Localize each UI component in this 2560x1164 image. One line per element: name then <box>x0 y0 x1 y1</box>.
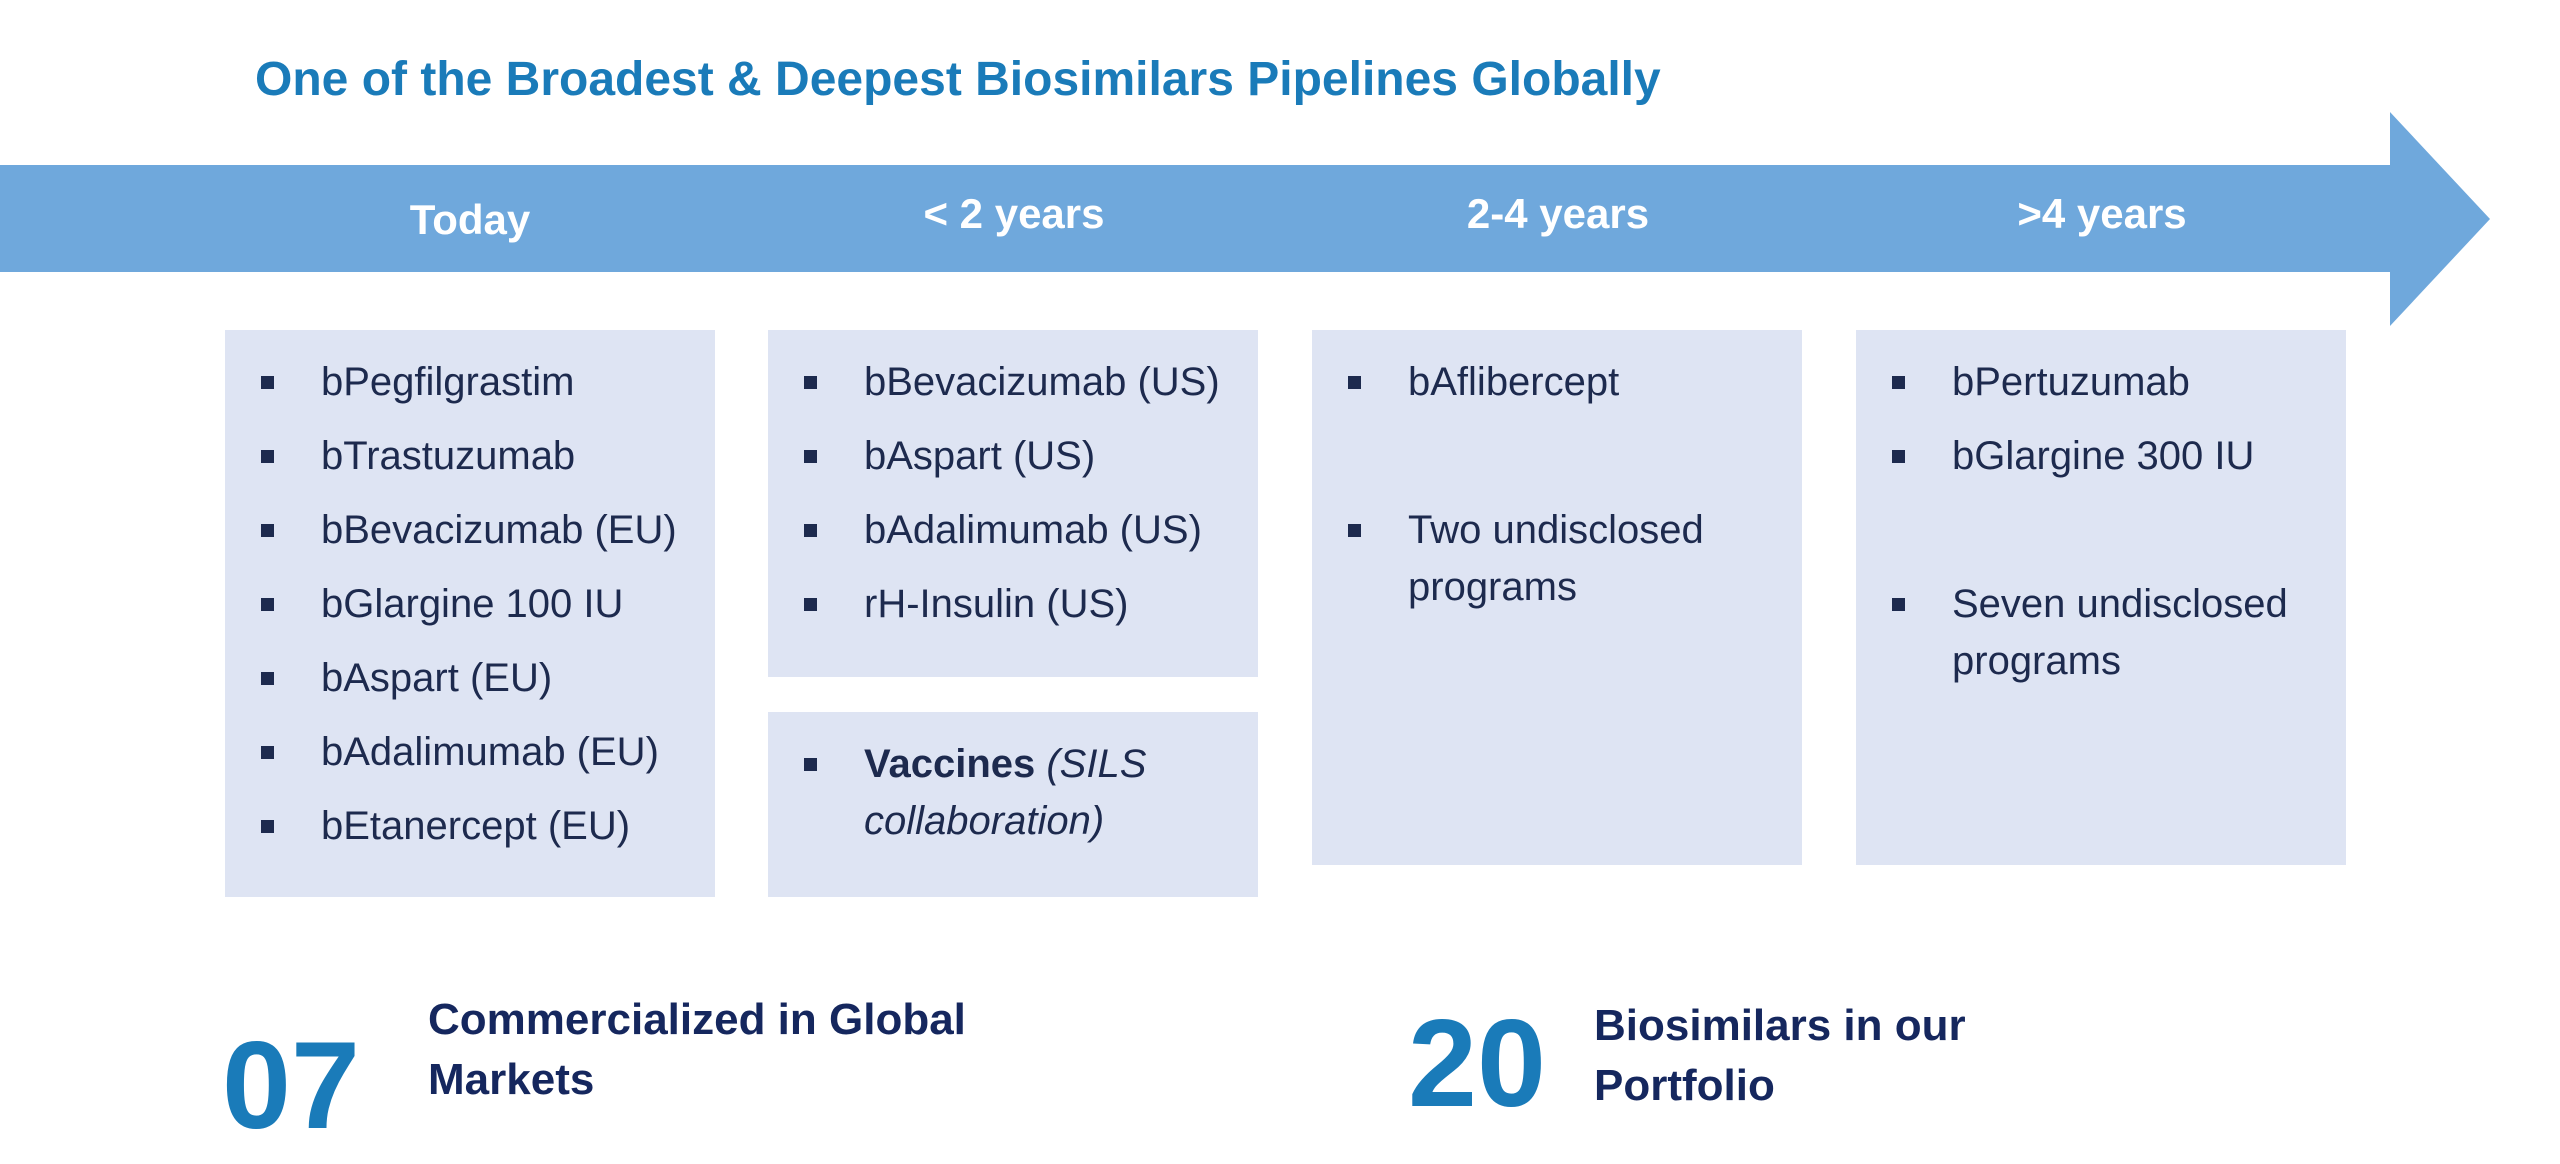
bullet-icon <box>1892 598 1905 611</box>
stage-under-2-years: < 2 years <box>923 190 1105 237</box>
box-under-2-years: bBevacizumab (US) bAspart (US) bAdalimum… <box>768 330 1258 677</box>
list-item: Vaccines (SILS collaboration) <box>768 736 1218 850</box>
bullet-icon <box>261 598 274 611</box>
bullet-icon <box>804 376 817 389</box>
list-item: bGlargine 100 IU <box>225 576 715 633</box>
list-item: bAflibercept <box>1312 354 1762 411</box>
bullet-icon <box>261 820 274 833</box>
bullet-icon <box>261 450 274 463</box>
bullet-icon <box>804 758 817 771</box>
bullet-icon <box>1892 376 1905 389</box>
stage-today: Today <box>409 196 531 243</box>
bullet-icon <box>1348 376 1361 389</box>
box-vaccines: Vaccines (SILS collaboration) <box>768 712 1258 897</box>
list-item: bBevacizumab (EU) <box>225 502 715 559</box>
list-item: bAspart (EU) <box>225 650 715 707</box>
list-item: bAspart (US) <box>768 428 1258 485</box>
bullet-icon <box>261 376 274 389</box>
list-item: bAdalimumab (EU) <box>225 724 715 781</box>
stat-commercialized-number: 07 <box>222 1017 360 1155</box>
list-item: Two undisclosed programs <box>1312 502 1762 616</box>
list-item: bPertuzumab <box>1856 354 2306 411</box>
bullet-icon <box>1348 524 1361 537</box>
stat-portfolio-number: 20 <box>1408 995 1546 1133</box>
bullet-icon <box>1892 450 1905 463</box>
box-today: bPegfilgrastim bTrastuzumab bBevacizumab… <box>225 330 715 897</box>
bullet-icon <box>261 672 274 685</box>
bullet-icon <box>804 450 817 463</box>
list-item: rH-Insulin (US) <box>768 576 1258 633</box>
box-2-4-years: bAflibercept Two undisclosed programs <box>1312 330 1802 865</box>
bullet-icon <box>261 524 274 537</box>
bullet-icon <box>261 746 274 759</box>
timeline-arrow <box>0 112 2490 326</box>
stat-commercialized-label: Commercialized in Global Markets <box>428 995 966 1104</box>
list-item: Seven undisclosed programs <box>1856 576 2306 690</box>
stat-portfolio-label: Biosimilars in our Portfolio <box>1594 1001 1966 1110</box>
list-item: bBevacizumab (US) <box>768 354 1258 411</box>
list-item: bTrastuzumab <box>225 428 715 485</box>
stage-over-4-years: >4 years <box>2017 190 2187 237</box>
bullet-icon <box>804 524 817 537</box>
bullet-icon <box>804 598 817 611</box>
list-item: bEtanercept (EU) <box>225 798 715 855</box>
stage-2-4-years: 2-4 years <box>1466 190 1650 237</box>
page-title: One of the Broadest & Deepest Biosimilar… <box>255 53 1661 106</box>
box-over-4-years: bPertuzumab bGlargine 300 IU Seven undis… <box>1856 330 2346 865</box>
list-item: bPegfilgrastim <box>225 354 715 411</box>
list-item: bAdalimumab (US) <box>768 502 1258 559</box>
list-item: bGlargine 300 IU <box>1856 428 2306 485</box>
